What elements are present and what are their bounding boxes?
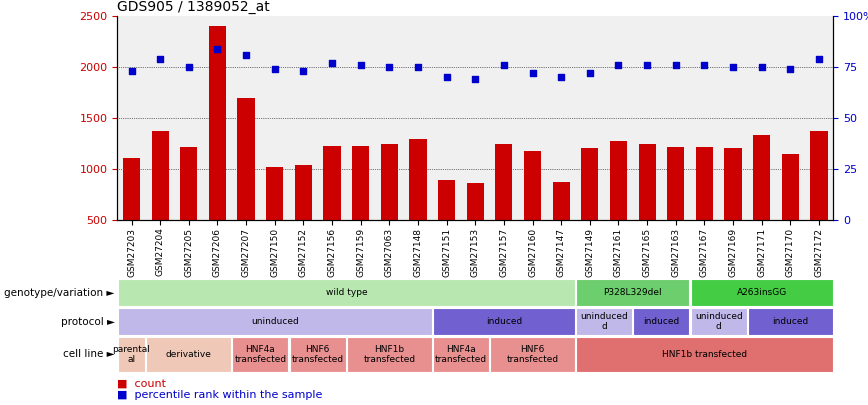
- Bar: [433, 337, 489, 371]
- Text: A263insGG: A263insGG: [737, 288, 786, 297]
- Bar: [118, 308, 431, 335]
- Point: [354, 62, 368, 68]
- Bar: [290, 337, 345, 371]
- Point: [641, 62, 654, 68]
- Bar: [524, 151, 541, 271]
- Point: [469, 76, 483, 83]
- Bar: [667, 147, 684, 271]
- Text: ■  count: ■ count: [117, 378, 166, 388]
- Text: parental
al: parental al: [113, 345, 150, 364]
- Bar: [238, 98, 254, 271]
- Text: uninduced: uninduced: [251, 317, 299, 326]
- Text: protocol ►: protocol ►: [61, 317, 115, 326]
- Point: [210, 45, 224, 52]
- Point: [784, 66, 798, 72]
- Text: derivative: derivative: [166, 350, 212, 359]
- Bar: [639, 143, 655, 271]
- Point: [555, 74, 569, 81]
- Text: wild type: wild type: [326, 288, 367, 297]
- Bar: [266, 167, 283, 271]
- Bar: [352, 145, 369, 271]
- Bar: [691, 308, 746, 335]
- Bar: [324, 145, 340, 271]
- Point: [411, 64, 425, 70]
- Point: [382, 64, 396, 70]
- Bar: [691, 279, 832, 306]
- Point: [182, 64, 196, 70]
- Bar: [576, 337, 832, 371]
- Bar: [725, 147, 741, 271]
- Point: [325, 60, 339, 66]
- Text: uninduced
d: uninduced d: [580, 312, 628, 331]
- Text: P328L329del: P328L329del: [603, 288, 662, 297]
- Point: [125, 68, 139, 75]
- Bar: [576, 308, 632, 335]
- Text: induced: induced: [486, 317, 522, 326]
- Point: [583, 70, 597, 77]
- Text: cell line ►: cell line ►: [63, 350, 115, 359]
- Text: induced: induced: [643, 317, 680, 326]
- Point: [698, 62, 712, 68]
- Bar: [576, 279, 689, 306]
- Bar: [438, 180, 455, 271]
- Text: HNF6
transfected: HNF6 transfected: [292, 345, 344, 364]
- Bar: [209, 26, 226, 271]
- Text: uninduced
d: uninduced d: [694, 312, 743, 331]
- Point: [812, 56, 825, 62]
- Bar: [181, 147, 197, 271]
- Bar: [147, 337, 231, 371]
- Bar: [490, 337, 575, 371]
- Bar: [634, 308, 689, 335]
- Bar: [696, 147, 713, 271]
- Bar: [123, 158, 140, 271]
- Text: HNF1b transfected: HNF1b transfected: [661, 350, 747, 359]
- Bar: [233, 337, 288, 371]
- Point: [267, 66, 281, 72]
- Point: [611, 62, 625, 68]
- Point: [755, 64, 769, 70]
- Text: induced: induced: [773, 317, 808, 326]
- Text: HNF6
transfected: HNF6 transfected: [506, 345, 559, 364]
- Text: HNF4a
transfected: HNF4a transfected: [234, 345, 286, 364]
- Bar: [433, 308, 575, 335]
- Bar: [467, 183, 483, 271]
- Text: ■  percentile rank within the sample: ■ percentile rank within the sample: [117, 390, 323, 401]
- Point: [496, 62, 510, 68]
- Point: [526, 70, 540, 77]
- Text: HNF1b
transfected: HNF1b transfected: [363, 345, 416, 364]
- Bar: [782, 154, 799, 271]
- Bar: [347, 337, 431, 371]
- Bar: [748, 308, 832, 335]
- Bar: [381, 143, 398, 271]
- Text: genotype/variation ►: genotype/variation ►: [4, 288, 115, 298]
- Bar: [753, 135, 770, 271]
- Point: [726, 64, 740, 70]
- Text: GDS905 / 1389052_at: GDS905 / 1389052_at: [117, 0, 270, 14]
- Bar: [811, 131, 827, 271]
- Point: [669, 62, 683, 68]
- Bar: [496, 143, 512, 271]
- Bar: [118, 279, 575, 306]
- Point: [240, 52, 253, 58]
- Bar: [582, 147, 598, 271]
- Bar: [553, 182, 569, 271]
- Point: [154, 56, 168, 62]
- Text: HNF4a
transfected: HNF4a transfected: [435, 345, 487, 364]
- Bar: [610, 141, 627, 271]
- Bar: [410, 139, 426, 271]
- Bar: [295, 165, 312, 271]
- Point: [440, 74, 454, 81]
- Bar: [152, 131, 168, 271]
- Bar: [118, 337, 145, 371]
- Point: [296, 68, 311, 75]
